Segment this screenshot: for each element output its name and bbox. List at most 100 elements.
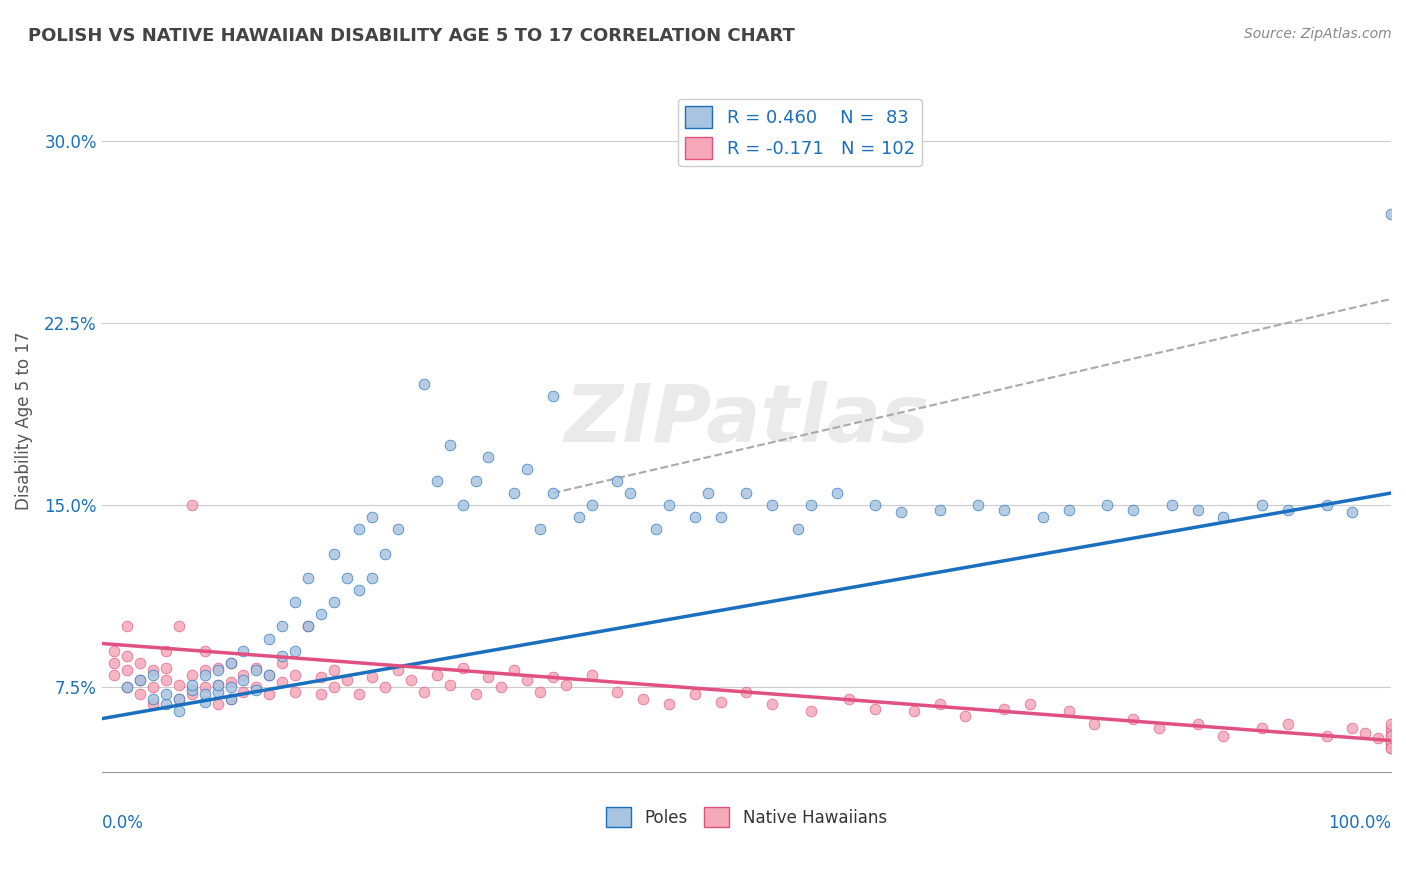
Point — [426, 668, 449, 682]
Point — [1122, 503, 1144, 517]
Point — [464, 687, 486, 701]
Point — [284, 668, 307, 682]
Point — [1187, 503, 1209, 517]
Point — [194, 663, 217, 677]
Point — [683, 510, 706, 524]
Point — [142, 663, 165, 677]
Point — [606, 685, 628, 699]
Point — [631, 692, 654, 706]
Point — [1367, 731, 1389, 745]
Point — [503, 486, 526, 500]
Point — [219, 692, 242, 706]
Point — [1379, 716, 1402, 731]
Point — [967, 498, 990, 512]
Point — [117, 648, 139, 663]
Point — [439, 437, 461, 451]
Point — [516, 462, 538, 476]
Point — [349, 583, 371, 598]
Point — [1083, 716, 1105, 731]
Point — [322, 663, 344, 677]
Point — [1212, 729, 1234, 743]
Point — [658, 498, 681, 512]
Point — [1379, 733, 1402, 747]
Point — [1122, 712, 1144, 726]
Point — [219, 656, 242, 670]
Point — [271, 675, 294, 690]
Point — [142, 680, 165, 694]
Point — [232, 644, 254, 658]
Point — [180, 687, 202, 701]
Point — [297, 619, 319, 633]
Point — [993, 503, 1015, 517]
Point — [361, 670, 384, 684]
Point — [257, 632, 280, 646]
Point — [194, 644, 217, 658]
Point — [117, 680, 139, 694]
Point — [529, 685, 551, 699]
Point — [800, 705, 823, 719]
Point — [180, 682, 202, 697]
Point — [865, 498, 887, 512]
Point — [257, 668, 280, 682]
Point — [245, 680, 267, 694]
Y-axis label: Disability Age 5 to 17: Disability Age 5 to 17 — [15, 331, 32, 509]
Point — [439, 678, 461, 692]
Point — [1379, 722, 1402, 736]
Point — [541, 670, 564, 684]
Point — [581, 668, 603, 682]
Point — [1019, 697, 1042, 711]
Point — [1341, 506, 1364, 520]
Point — [142, 692, 165, 706]
Point — [516, 673, 538, 687]
Point — [1315, 498, 1337, 512]
Point — [1147, 722, 1170, 736]
Text: Source: ZipAtlas.com: Source: ZipAtlas.com — [1244, 27, 1392, 41]
Point — [1379, 723, 1402, 738]
Point — [928, 503, 950, 517]
Point — [1160, 498, 1182, 512]
Point — [309, 670, 332, 684]
Point — [155, 661, 177, 675]
Point — [336, 673, 359, 687]
Point — [349, 687, 371, 701]
Point — [219, 692, 242, 706]
Point — [645, 523, 668, 537]
Point — [413, 376, 436, 391]
Point — [271, 656, 294, 670]
Point — [180, 668, 202, 682]
Point — [735, 685, 758, 699]
Point — [207, 697, 229, 711]
Text: 100.0%: 100.0% — [1329, 814, 1391, 832]
Point — [1379, 740, 1402, 755]
Point — [309, 607, 332, 622]
Point — [374, 680, 396, 694]
Point — [271, 648, 294, 663]
Point — [503, 663, 526, 677]
Point — [257, 668, 280, 682]
Point — [761, 697, 783, 711]
Point — [606, 474, 628, 488]
Point — [322, 547, 344, 561]
Point — [1379, 729, 1402, 743]
Point — [865, 702, 887, 716]
Point — [581, 498, 603, 512]
Point — [658, 697, 681, 711]
Point — [180, 498, 202, 512]
Point — [541, 389, 564, 403]
Point — [155, 673, 177, 687]
Point — [155, 697, 177, 711]
Point — [1032, 510, 1054, 524]
Point — [1315, 729, 1337, 743]
Point — [1251, 498, 1274, 512]
Point — [142, 668, 165, 682]
Point — [1277, 503, 1299, 517]
Point — [129, 673, 152, 687]
Point — [103, 668, 125, 682]
Text: ZIPatlas: ZIPatlas — [564, 381, 929, 459]
Point — [336, 571, 359, 585]
Point — [129, 673, 152, 687]
Point — [257, 687, 280, 701]
Point — [180, 678, 202, 692]
Point — [219, 680, 242, 694]
Point — [1057, 705, 1080, 719]
